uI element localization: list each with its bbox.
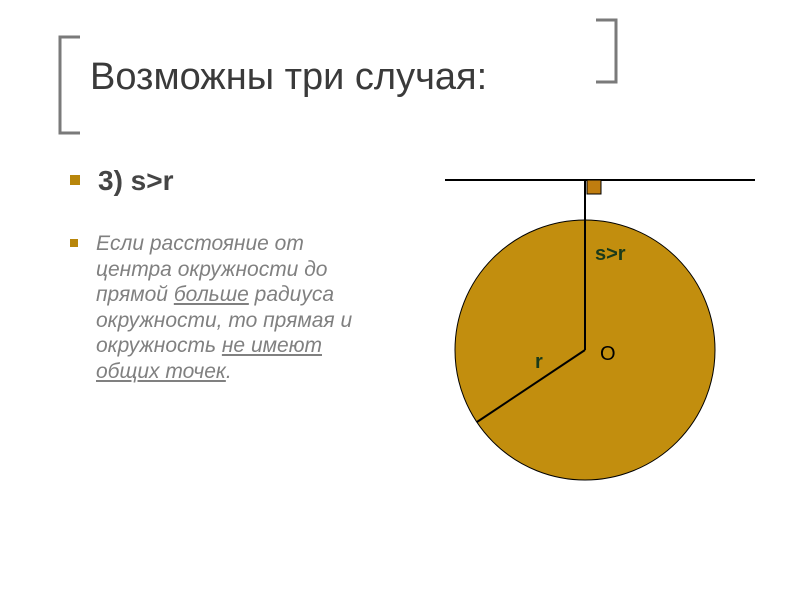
case-description: Если расстояние от центра окружности до … — [96, 231, 380, 385]
right-angle-marker — [587, 180, 601, 194]
label-o: O — [600, 343, 616, 365]
label-sr: s>r — [595, 243, 626, 265]
desc-underline: больше — [174, 283, 249, 306]
content-panel: 3) s>r Если расстояние от центра окружно… — [70, 165, 380, 419]
page-title: Возможны три случая: — [90, 56, 487, 99]
bullet-icon — [70, 175, 80, 185]
case-row: 3) s>r — [70, 165, 380, 197]
desc-row: Если расстояние от центра окружности до … — [70, 231, 380, 385]
label-r: r — [535, 351, 543, 373]
desc-text: . — [226, 360, 232, 383]
title-bracket-right — [590, 18, 620, 86]
case-label: 3) s>r — [98, 165, 174, 197]
title-bracket-left — [58, 35, 88, 135]
bullet-icon — [70, 239, 78, 247]
geometry-diagram: O r s>r — [405, 160, 765, 540]
